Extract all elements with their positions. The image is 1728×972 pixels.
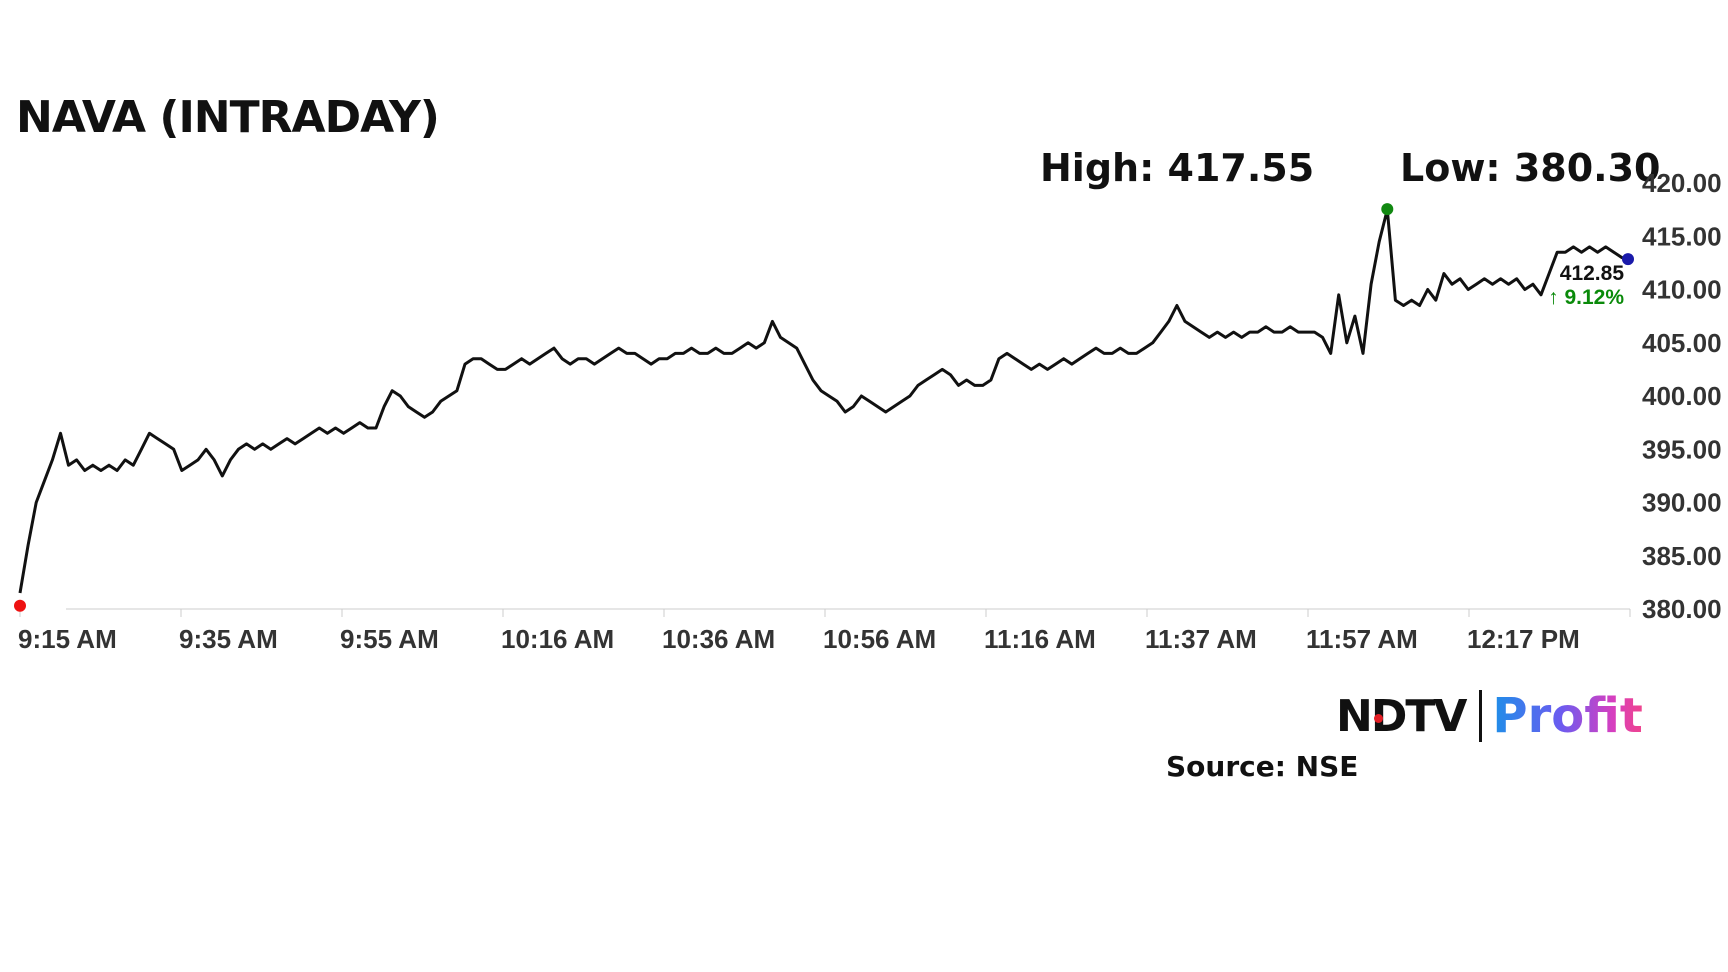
x-tick-label: 10:36 AM [662,624,775,654]
ndtv-profit-logo: NDTV Profit [1336,688,1643,744]
x-tick-label: 11:57 AM [1306,624,1418,654]
x-tick-label: 12:17 PM [1467,624,1580,654]
source-label: Source: NSE [1166,750,1359,783]
y-tick-label: 410.00 [1642,275,1722,305]
last-price-label: 412.85 [1560,262,1625,285]
y-tick-label: 385.00 [1642,541,1722,571]
high-label: High: 417.55 [1040,146,1315,190]
y-axis-ticks: 420.00 415.00 410.00 405.00 400.00 395.00 390.… [1642,168,1722,624]
x-tick-label: 9:35 AM [179,624,278,654]
last-change-label: ↑ 9.12% [1548,286,1624,309]
last-price-marker [1622,253,1634,266]
y-tick-label: 420.00 [1642,168,1722,198]
logo-dot-icon [1374,714,1383,723]
x-axis-ticks: 9:15 AM 9:35 AM 9:55 AM 10:16 AM 10:36 AM 10:… [18,609,1631,654]
y-tick-label: 395.00 [1642,434,1722,464]
y-tick-label: 380.00 [1642,594,1722,624]
chart-title: NAVA (INTRADAY) [16,92,440,143]
x-tick-label: 10:56 AM [823,624,936,654]
y-tick-label: 405.00 [1642,328,1722,358]
y-tick-label: 415.00 [1642,221,1722,251]
low-label: Low: 380.30 [1400,146,1661,190]
y-tick-label: 400.00 [1642,381,1722,411]
y-tick-label: 390.00 [1642,488,1722,518]
x-tick-label: 9:55 AM [340,624,439,654]
logo-separator [1479,690,1483,742]
price-series-line [18,208,1631,594]
x-tick-label: 11:16 AM [984,624,1096,654]
x-tick-label: 11:37 AM [1145,624,1257,654]
logo-profit-text: Profit [1492,688,1643,744]
x-tick-label: 9:15 AM [18,624,117,654]
x-tick-label: 10:16 AM [501,624,614,654]
low-marker [14,599,26,612]
logo-ndtv-text: NDTV [1336,690,1467,742]
high-marker [1381,203,1394,216]
